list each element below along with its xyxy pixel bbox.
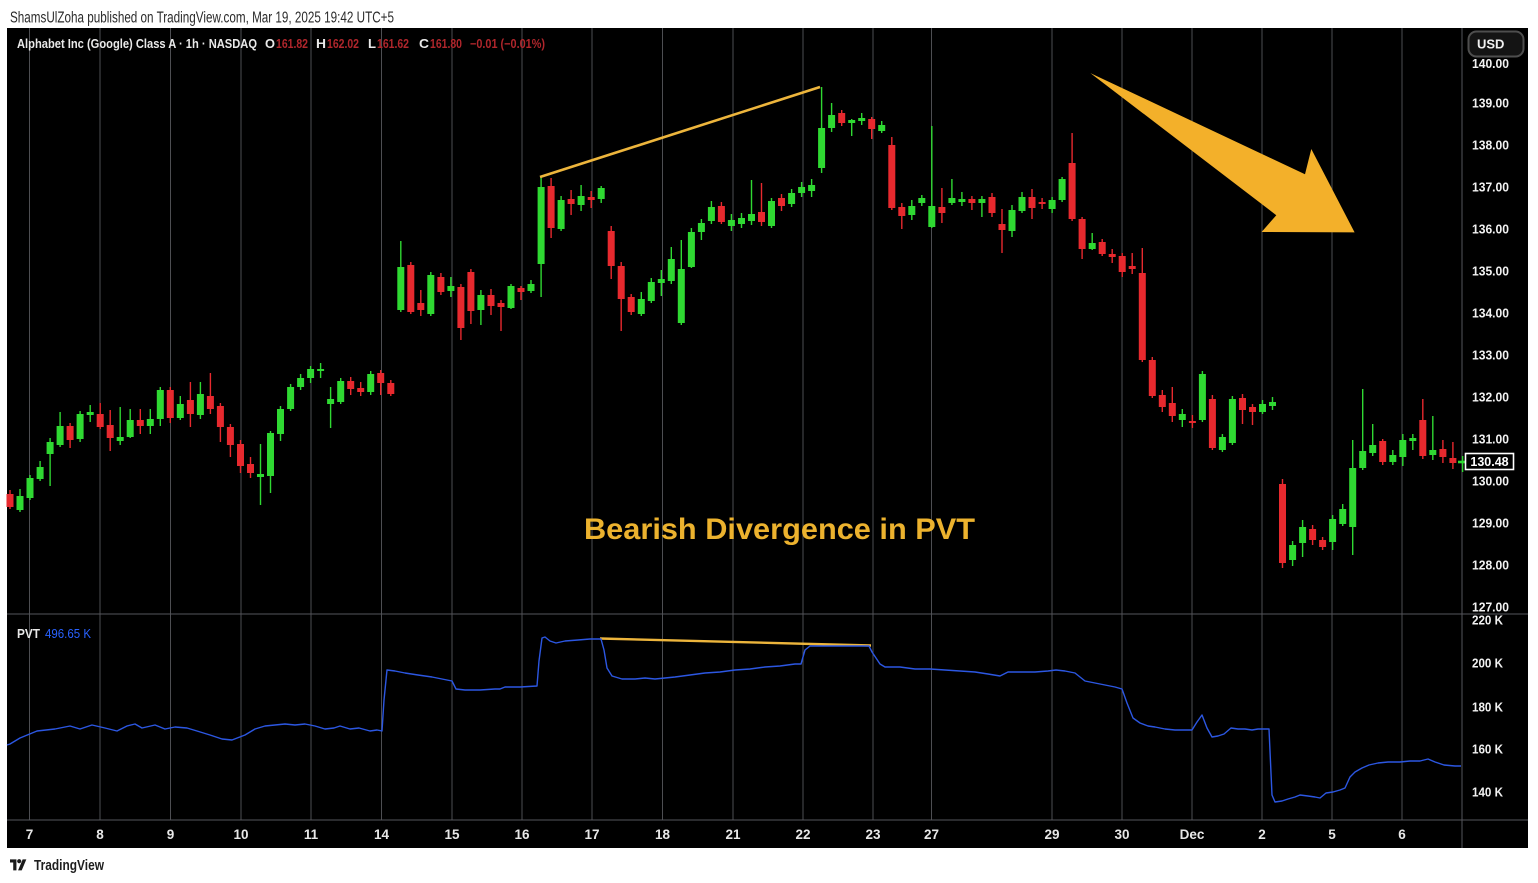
svg-text:11: 11 [304, 827, 319, 842]
svg-text:29: 29 [1044, 827, 1059, 842]
svg-text:27: 27 [924, 827, 939, 842]
svg-text:132.00: 132.00 [1472, 389, 1509, 404]
svg-text:131.00: 131.00 [1472, 431, 1509, 446]
svg-text:130.48: 130.48 [1470, 455, 1508, 469]
svg-text:L: L [368, 37, 376, 51]
svg-text:PVT: PVT [17, 626, 40, 641]
svg-text:140.00: 140.00 [1472, 56, 1509, 71]
svg-text:16: 16 [514, 827, 530, 842]
svg-text:C: C [419, 37, 429, 51]
svg-text:127.00: 127.00 [1472, 599, 1509, 614]
svg-text:15: 15 [444, 827, 460, 842]
svg-text:17: 17 [584, 827, 599, 842]
svg-text:136.00: 136.00 [1472, 221, 1509, 236]
svg-text:130.00: 130.00 [1472, 473, 1509, 488]
svg-text:160 K: 160 K [1472, 741, 1504, 756]
svg-text:161.82: 161.82 [276, 37, 308, 51]
svg-text:140 K: 140 K [1472, 784, 1504, 799]
svg-text:18: 18 [655, 827, 671, 842]
svg-text:137.00: 137.00 [1472, 179, 1509, 194]
svg-text:496.65 K: 496.65 K [45, 626, 91, 641]
svg-text:H: H [316, 37, 326, 51]
svg-text:180 K: 180 K [1472, 699, 1504, 714]
svg-text:2: 2 [1258, 827, 1266, 842]
svg-text:Bearish Divergence in PVT: Bearish Divergence in PVT [584, 513, 975, 546]
svg-text:128.00: 128.00 [1472, 557, 1509, 572]
svg-text:129.00: 129.00 [1472, 515, 1509, 530]
svg-text:135.00: 135.00 [1472, 263, 1509, 278]
svg-text:USD: USD [1477, 37, 1504, 52]
svg-text:162.02: 162.02 [327, 37, 359, 51]
svg-text:8: 8 [96, 827, 104, 842]
svg-text:30: 30 [1114, 827, 1129, 842]
svg-text:22: 22 [795, 827, 810, 842]
svg-text:Alphabet Inc (Google) Class A: Alphabet Inc (Google) Class A · 1h · NAS… [17, 37, 257, 51]
svg-text:6: 6 [1398, 827, 1406, 842]
svg-text:161.62: 161.62 [377, 37, 409, 51]
svg-text:14: 14 [374, 827, 390, 842]
svg-text:7: 7 [26, 827, 34, 842]
svg-text:9: 9 [167, 827, 175, 842]
svg-text:Dec: Dec [1180, 827, 1205, 842]
svg-text:10: 10 [233, 827, 248, 842]
svg-text:−0.01 (−0.01%): −0.01 (−0.01%) [470, 37, 545, 51]
svg-text:133.00: 133.00 [1472, 347, 1509, 362]
svg-text:21: 21 [725, 827, 741, 842]
svg-text:161.80: 161.80 [430, 37, 462, 51]
svg-text:23: 23 [865, 827, 881, 842]
svg-text:138.00: 138.00 [1472, 137, 1509, 152]
svg-text:134.00: 134.00 [1472, 305, 1509, 320]
svg-text:220 K: 220 K [1472, 612, 1504, 627]
svg-text:200 K: 200 K [1472, 655, 1504, 670]
svg-text:O: O [265, 37, 275, 51]
svg-text:5: 5 [1328, 827, 1336, 842]
svg-text:139.00: 139.00 [1472, 95, 1509, 110]
svg-text:TradingView: TradingView [34, 857, 104, 874]
svg-text:ShamsUlZoha published on Tradi: ShamsUlZoha published on TradingView.com… [10, 10, 394, 27]
